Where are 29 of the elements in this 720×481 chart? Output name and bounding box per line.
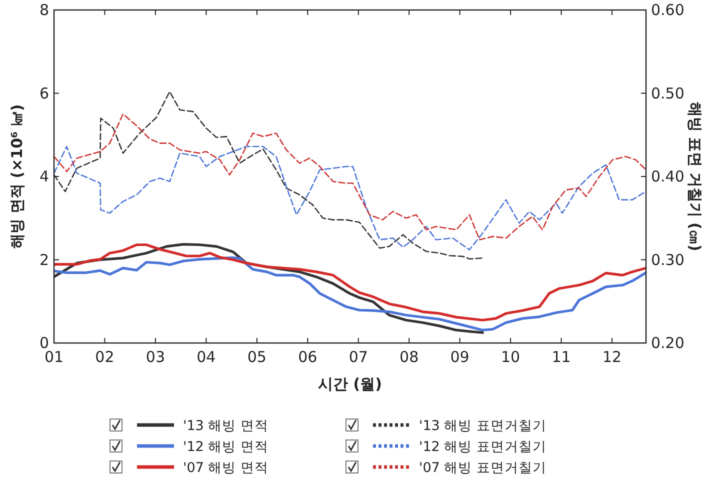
y2-tick-label: 0.40 xyxy=(651,168,684,186)
y2-tick-label: 0.20 xyxy=(651,334,684,352)
y-tick-label: 4 xyxy=(39,168,49,186)
x-tick-label: 09 xyxy=(450,348,470,366)
y2-axis-title: 해빙 표면 거칠기 (㎝) xyxy=(686,102,704,252)
x-tick-label: 11 xyxy=(552,348,571,366)
y-tick-label: 2 xyxy=(39,250,49,269)
y2-tick-label: 0.30 xyxy=(651,250,684,269)
y2-tick-label: 0.50 xyxy=(651,84,684,102)
legend-label: '12 해빙 면적 xyxy=(183,439,268,455)
x-tick-label: 08 xyxy=(400,348,419,366)
y-tick-label: 8 xyxy=(39,1,49,19)
legend-label: '13 해빙 면적 xyxy=(183,418,268,434)
x-tick-label: 02 xyxy=(95,348,114,366)
x-axis-title: 시간 (월) xyxy=(318,375,382,393)
x-tick-label: 06 xyxy=(298,348,318,366)
y2-tick-label: 0.60 xyxy=(651,1,684,19)
x-tick-label: 05 xyxy=(247,348,266,366)
y-axis-title: 해빙 면적 (×10⁶ ㎢) xyxy=(8,104,26,249)
x-tick-label: 10 xyxy=(501,348,520,366)
legend-label: '13 해빙 표면거칠기 xyxy=(419,418,546,434)
x-tick-label: 07 xyxy=(348,348,368,366)
legend-label: '07 해빙 표면거칠기 xyxy=(419,460,546,476)
x-tick-label: 03 xyxy=(146,348,166,366)
x-tick-label: 12 xyxy=(602,348,622,366)
y-tick-label: 6 xyxy=(39,84,49,102)
x-tick-label: 04 xyxy=(196,348,216,366)
legend-label: '12 해빙 표면거칠기 xyxy=(419,439,546,455)
legend-label: '07 해빙 면적 xyxy=(183,460,268,476)
